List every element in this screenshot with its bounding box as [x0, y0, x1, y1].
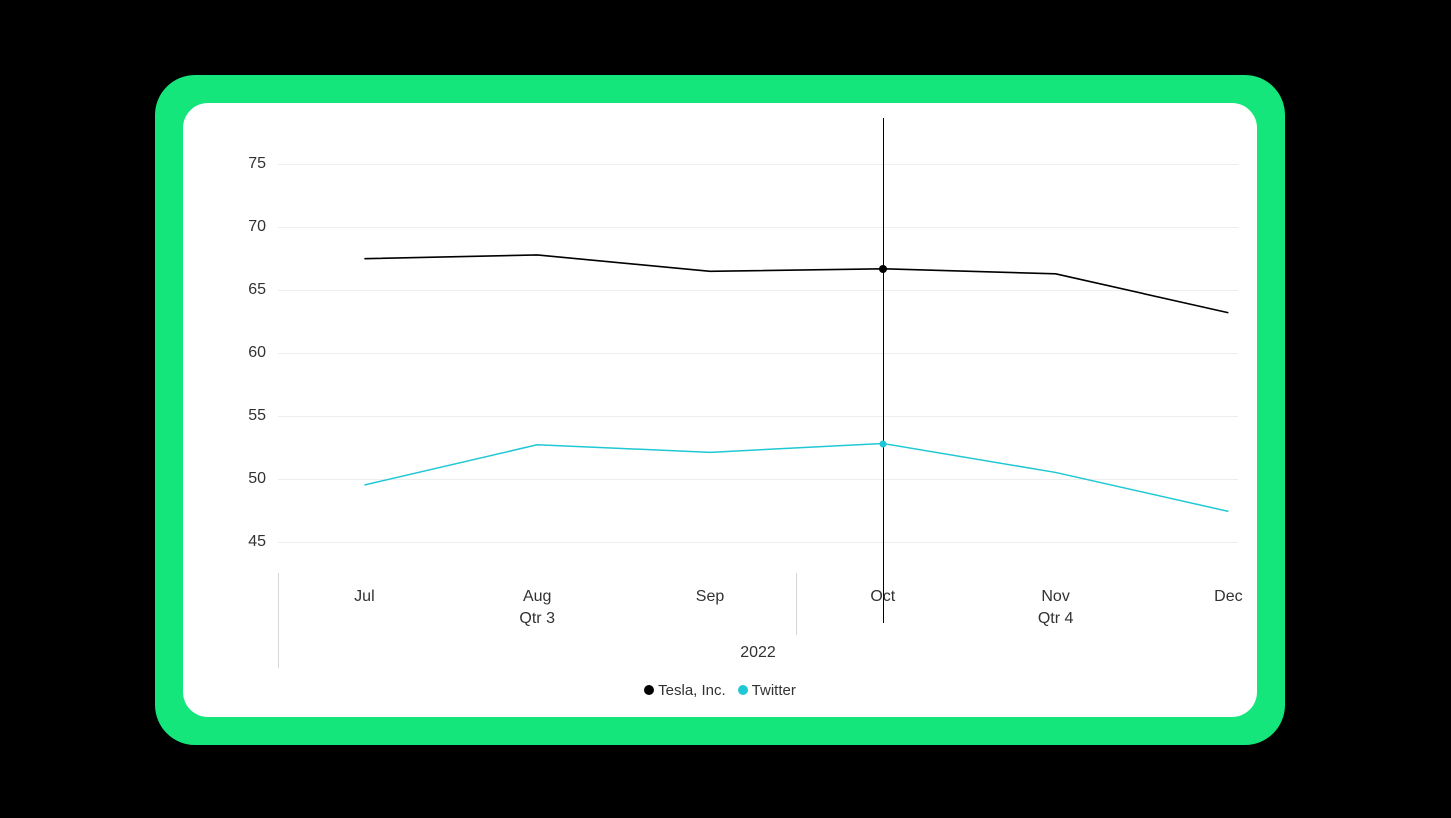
- x-tick-label: Jul: [354, 588, 374, 606]
- y-tick-label: 50: [248, 470, 266, 488]
- crosshair-line: [883, 118, 884, 623]
- x-tick-label: Aug: [523, 588, 551, 606]
- y-tick-label: 60: [248, 344, 266, 362]
- series-marker: [879, 440, 886, 447]
- legend-label: Twitter: [752, 682, 796, 699]
- chart-svg: [278, 133, 1238, 573]
- legend: Tesla, Inc. Twitter: [183, 682, 1257, 700]
- x-tick-label: Dec: [1214, 588, 1242, 606]
- chart-card: 45505560657075 2022 JulAugSepOctNovDecQt…: [183, 103, 1257, 717]
- legend-label: Tesla, Inc.: [658, 682, 726, 699]
- series-line: [364, 444, 1228, 512]
- legend-dot-icon: [738, 685, 748, 695]
- accent-frame: 45505560657075 2022 JulAugSepOctNovDecQt…: [155, 75, 1285, 745]
- y-tick-label: 55: [248, 407, 266, 425]
- plot-area: 45505560657075: [278, 133, 1238, 573]
- y-tick-label: 75: [248, 155, 266, 173]
- legend-item: Twitter: [738, 682, 796, 699]
- x-axis-area: 2022 JulAugSepOctNovDecQtr 3Qtr 4: [278, 588, 1238, 678]
- y-tick-label: 70: [248, 218, 266, 236]
- x-tick-label: Oct: [870, 588, 895, 606]
- quarter-label: Qtr 4: [1038, 610, 1074, 628]
- y-tick-label: 65: [248, 281, 266, 299]
- year-label: 2022: [740, 644, 776, 662]
- series-line: [364, 255, 1228, 313]
- series-marker: [879, 265, 887, 273]
- legend-dot-icon: [644, 685, 654, 695]
- x-tick-label: Nov: [1041, 588, 1069, 606]
- quarter-label: Qtr 3: [519, 610, 555, 628]
- year-separator: [278, 573, 279, 668]
- quarter-separator: [796, 573, 797, 635]
- legend-item: Tesla, Inc.: [644, 682, 726, 699]
- y-tick-label: 45: [248, 533, 266, 551]
- x-tick-label: Sep: [696, 588, 724, 606]
